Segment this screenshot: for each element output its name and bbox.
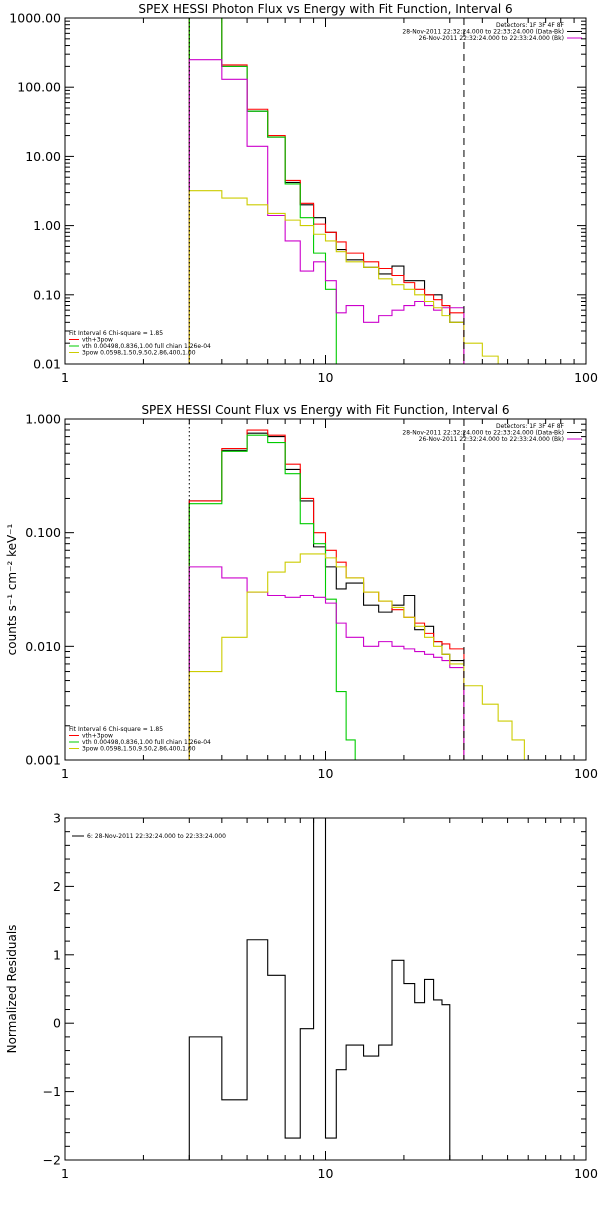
y-tick-label: 10.00 [25,149,61,164]
y-tick-label: 1000.00 [9,11,61,26]
legend-entry: vth+3pow [82,733,113,740]
legend-entry: 3pow 0.0598,1.50,9.50,2.86,400,1.00 [82,746,196,753]
legend-entry: 3pow 0.0598,1.50,9.50,2.86,400,1.00 [82,350,196,357]
legend-entry: 26-Nov-2011 22:32:24.000 to 22:33:24.000… [419,436,564,443]
y-axis-label-2: counts s⁻¹ cm⁻² keV⁻¹ [5,523,19,655]
y-axis-label-3: Normalized Residuals [5,925,19,1054]
series-1-4 [188,59,465,364]
legend-entry: 6: 28-Nov-2011 22:32:24.000 to 22:33:24.… [87,833,226,840]
legend-entry: Fit Interval 6 Chi-square = 1.85 [69,726,163,733]
legend-entry: 28-Nov-2011 22:32:24.000 to 22:33:24.000… [402,430,564,437]
x-tick-label: 1 [61,1166,69,1181]
y-tick-label: 2 [53,879,61,894]
y-tick-label: −2 [43,1153,61,1168]
panel-1: SPEX HESSI Photon Flux vs Energy with Fi… [9,2,598,385]
y-tick-label: 0.001 [25,753,61,768]
legend-entry: Fit Interval 6 Chi-square = 1.85 [69,330,163,337]
legend-top-left-3: 6: 28-Nov-2011 22:32:24.000 to 22:33:24.… [72,833,226,840]
series-1-5 [188,190,508,364]
legend-entry: vth+3pow [82,337,113,344]
panel-3: Normalized Residuals 1 10 100 −2 −1 0 1 2 3 6: 28-… [5,811,598,1182]
legend-bottom-left-1: Fit Interval 6 Chi-square = 1.85vth+3pow… [69,330,211,357]
chart-title-1: SPEX HESSI Photon Flux vs Energy with Fi… [138,2,512,16]
x-tick-label: 1 [61,766,69,781]
series-1-2 [188,18,465,364]
plot-frame-2 [64,418,587,761]
x-tick-label: 100 [574,370,598,385]
x-tick-label: 10 [318,766,334,781]
y-tick-label: 1.000 [25,412,61,427]
y-ticks-1: 0.01 0.10 1.00 10.00 100.00 1000.00 [9,11,586,372]
plot-frame-1 [64,17,587,365]
series-group-1 [188,18,508,364]
y-tick-label: 1.00 [33,218,61,233]
x-tick-label: 10 [318,370,334,385]
x-tick-label: 1 [61,370,69,385]
y-tick-label: 0 [53,1016,61,1031]
y-tick-label: 1 [53,947,61,962]
series-2-2 [188,429,465,760]
series-3-1 [188,818,464,1160]
series-2-1 [188,432,465,760]
legend-entry: vth 0.00498,0.836,1.00 full chian 1.26e-… [82,739,211,746]
series-2-5 [188,553,532,760]
chart-title-2: SPEX HESSI Count Flux vs Energy with Fit… [141,403,509,417]
y-tick-label: 0.01 [33,357,61,372]
legend-bottom-left-2: Fit Interval 6 Chi-square = 1.85vth+3pow… [69,726,211,753]
y-ticks-2: 0.001 0.010 0.100 1.000 [25,412,586,768]
x-tick-label: 100 [574,766,598,781]
legend-entry: 26-Nov-2011 22:32:24.000 to 22:33:24.000… [419,35,564,42]
y-tick-label: 0.010 [25,639,61,654]
legend-entry: vth 0.00498,0.836,1.00 full chian 1.26e-… [82,343,211,350]
y-tick-label: 100.00 [17,80,61,95]
series-1-1 [188,18,465,364]
y-ticks-3: −2 −1 0 1 2 3 [43,811,586,1168]
x-ticks-1: 1 10 100 [61,18,598,385]
panel-2: SPEX HESSI Count Flux vs Energy with Fit… [5,403,598,781]
series-group-2 [188,429,532,760]
plot-frame-3 [64,817,587,1161]
legend-entry: Detectors: 1F 3F 4F 8F [496,22,565,29]
series-2-4 [188,566,465,760]
y-tick-label: −1 [43,1084,61,1099]
x-tick-label: 10 [318,1166,334,1181]
series-2-3 [188,434,356,760]
x-tick-label: 100 [574,1166,598,1181]
x-ticks-3: 1 10 100 [61,818,598,1181]
legend-entry: 28-Nov-2011 22:32:24.000 to 22:33:24.000… [402,29,564,36]
y-tick-label: 0.100 [25,525,61,540]
y-tick-label: 0.10 [33,287,61,302]
legend-entry: Detectors: 1F 3F 4F 8F [496,423,565,430]
series-group-3 [188,818,464,1160]
y-tick-label: 3 [53,811,61,826]
